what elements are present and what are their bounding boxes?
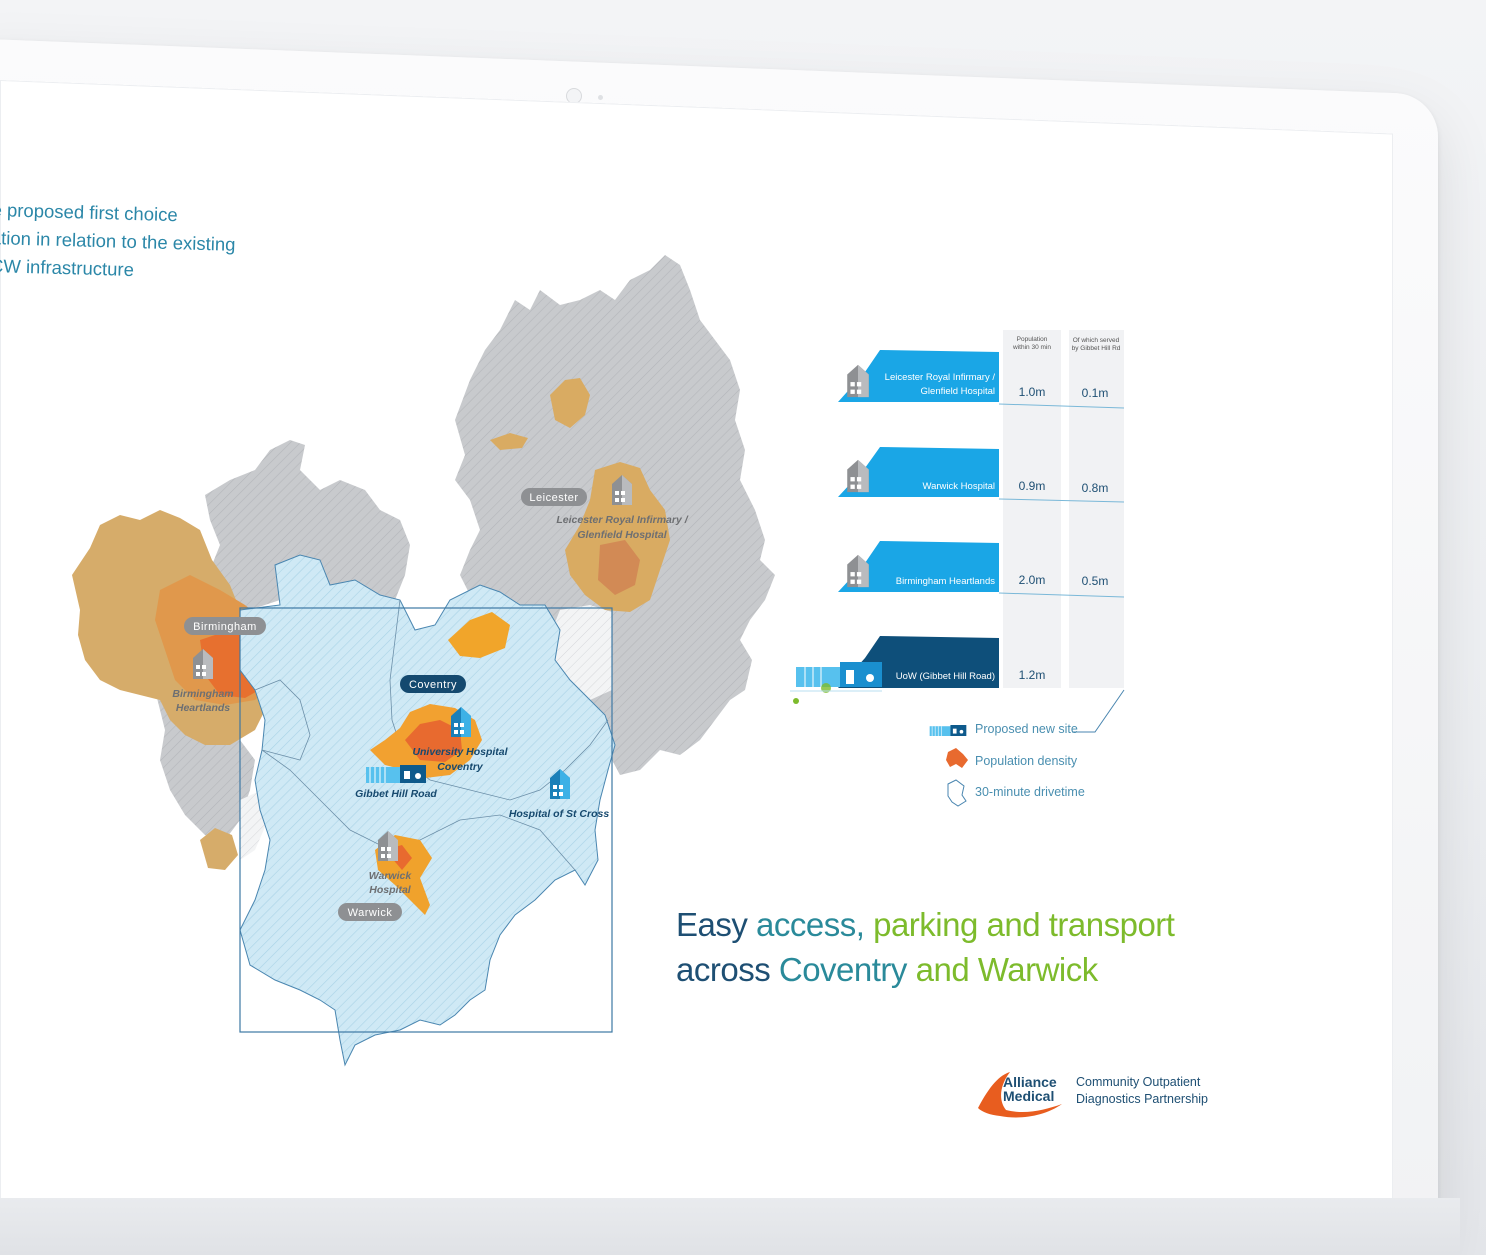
headline: Easy access, parking and transport acros… bbox=[676, 902, 1175, 992]
headline-word: across bbox=[676, 951, 771, 988]
headline-word: Coventry bbox=[778, 951, 908, 988]
coventry-density-core bbox=[405, 720, 462, 762]
legend-drivetime: 30-minute drivetime bbox=[975, 785, 1085, 799]
headline-line-1: Easy access, parking and transport bbox=[676, 902, 1175, 947]
site-warwick-label-2: Hospital bbox=[369, 884, 412, 896]
headline-word: and Warwick bbox=[915, 951, 1099, 988]
gibbet-hill-site-icon bbox=[366, 765, 426, 783]
column-header-served-1: Of which served bbox=[1073, 337, 1120, 344]
west-inner-boundary bbox=[254, 679, 311, 761]
row-building-icon bbox=[847, 554, 869, 588]
coventry-drivetime-region bbox=[239, 554, 616, 1067]
site-birmingham-label-1: Birmingham bbox=[172, 688, 233, 700]
site-leicester-label-2: Glenfield Hospital bbox=[577, 529, 667, 541]
map-frame bbox=[239, 607, 613, 1033]
row-served: 0.5m bbox=[1082, 574, 1109, 588]
drivetime-icon bbox=[947, 779, 967, 807]
alliance-medical-logo: Alliance Medical bbox=[1003, 1075, 1057, 1103]
coventry-inner-boundary bbox=[389, 599, 609, 801]
legend-proposed: Proposed new site bbox=[975, 722, 1078, 736]
proposed-site-icon bbox=[929, 725, 967, 736]
monitor-base-edge bbox=[0, 1198, 1460, 1255]
table-row: Birmingham Heartlands 2.0m 0.5m bbox=[838, 541, 1125, 598]
row-name-2: Glenfield Hospital bbox=[921, 386, 995, 397]
partner-line-2: Diagnostics Partnership bbox=[1076, 1092, 1209, 1106]
row-served: 0.1m bbox=[1082, 386, 1109, 400]
row-served: 0.8m bbox=[1082, 481, 1109, 495]
site-uhc-label-2: Coventry bbox=[437, 761, 484, 773]
legend-bracket bbox=[1072, 689, 1125, 733]
label-coventry: Coventry bbox=[400, 675, 466, 693]
site-leicester-label-1: Leicester Royal Infirmary / bbox=[556, 514, 688, 526]
white-hatch-region bbox=[550, 605, 612, 700]
leicester-density-top bbox=[550, 378, 590, 428]
logo-brand-line-1: Alliance bbox=[1003, 1074, 1057, 1090]
leicester-density-core bbox=[598, 540, 640, 595]
row-population: 1.0m bbox=[1019, 385, 1046, 399]
site-uhc-label-1: University Hospital bbox=[412, 746, 508, 758]
coventry-density-orange bbox=[448, 612, 510, 658]
headline-word: parking and transport bbox=[873, 906, 1175, 943]
headline-word: Easy bbox=[676, 906, 748, 943]
headline-line-2: across Coventry and Warwick bbox=[676, 947, 1174, 992]
label-birmingham: Birmingham bbox=[184, 617, 266, 635]
leicester-density-small bbox=[490, 433, 528, 450]
row-name-1: Warwick Hospital bbox=[923, 481, 996, 492]
row-building-icon bbox=[847, 364, 869, 398]
row-population: 2.0m bbox=[1019, 573, 1046, 587]
site-birmingham-label-2: Heartlands bbox=[176, 702, 230, 714]
label-warwick: Warwick bbox=[338, 903, 402, 921]
table-column-served bbox=[1069, 330, 1124, 688]
label-coventry-text: Coventry bbox=[409, 679, 457, 691]
site-gibbet-label: Gibbet Hill Road bbox=[355, 788, 437, 800]
row-name-1: UoW (Gibbet Hill Road) bbox=[896, 671, 995, 682]
headline-word: access, bbox=[756, 906, 865, 943]
row-name-1: Leicester Royal Infirmary / bbox=[885, 372, 996, 383]
table-row: Warwick Hospital 0.9m 0.8m bbox=[838, 447, 1125, 503]
alliance-medical-logo-swoosh bbox=[978, 1072, 1062, 1118]
table-row: Leicester Royal Infirmary / Glenfield Ho… bbox=[838, 350, 1125, 409]
row-population: 0.9m bbox=[1019, 479, 1046, 493]
webcam-sensor bbox=[598, 95, 603, 100]
row-building-icon bbox=[847, 459, 869, 493]
logo-brand-line-2: Medical bbox=[1003, 1088, 1055, 1104]
row-name-1: Birmingham Heartlands bbox=[896, 576, 996, 587]
site-warwick-label-1: Warwick bbox=[369, 870, 413, 882]
population-density-icon bbox=[946, 748, 968, 768]
partner-line-1: Community Outpatient bbox=[1076, 1075, 1201, 1089]
site-st-cross-label: Hospital of St Cross bbox=[509, 808, 610, 820]
column-header-served-2: by Gibbet Hill Rd bbox=[1072, 345, 1121, 352]
column-header-population-1: Population bbox=[1017, 336, 1048, 343]
label-warwick-text: Warwick bbox=[348, 907, 393, 919]
label-leicester: Leicester bbox=[521, 488, 587, 506]
alliance-medical-divider bbox=[1064, 1074, 1065, 1110]
density-blob-sw bbox=[200, 828, 238, 870]
label-birmingham-text: Birmingham bbox=[193, 621, 257, 633]
partner-text: Community Outpatient Diagnostics Partner… bbox=[1076, 1074, 1208, 1108]
column-header-population-2: within 30 min bbox=[1012, 344, 1051, 351]
table-column-population bbox=[1003, 330, 1061, 688]
row-population: 1.2m bbox=[1019, 668, 1046, 682]
table-row: UoW (Gibbet Hill Road) 1.2m bbox=[790, 636, 1045, 704]
legend-density: Population density bbox=[975, 754, 1078, 768]
label-leicester-text: Leicester bbox=[529, 492, 578, 504]
leicester-density bbox=[565, 462, 670, 612]
birmingham-north-region bbox=[205, 440, 410, 625]
